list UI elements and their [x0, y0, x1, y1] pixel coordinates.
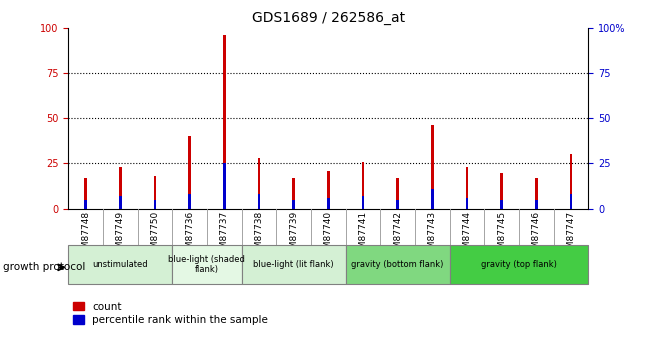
Text: GSM87739: GSM87739 — [289, 210, 298, 260]
Bar — [223, 35, 226, 209]
Bar — [431, 125, 434, 209]
Bar — [500, 172, 503, 209]
Text: GSM87737: GSM87737 — [220, 210, 229, 260]
Text: GSM87738: GSM87738 — [254, 210, 263, 260]
Legend: count, percentile rank within the sample: count, percentile rank within the sample — [73, 302, 268, 325]
Text: GSM87741: GSM87741 — [358, 210, 367, 260]
Text: gravity (bottom flank): gravity (bottom flank) — [352, 260, 444, 269]
Bar — [119, 196, 122, 209]
Bar — [257, 158, 260, 209]
Title: GDS1689 / 262586_at: GDS1689 / 262586_at — [252, 11, 405, 25]
Bar — [292, 178, 295, 209]
Bar — [292, 200, 295, 209]
Bar — [535, 178, 538, 209]
Bar — [500, 200, 503, 209]
Bar — [84, 178, 87, 209]
FancyBboxPatch shape — [242, 245, 346, 284]
Text: blue-light (shaded
flank): blue-light (shaded flank) — [168, 255, 245, 275]
Bar — [465, 198, 468, 209]
Bar — [223, 164, 226, 209]
FancyBboxPatch shape — [450, 245, 588, 284]
Text: GSM87745: GSM87745 — [497, 210, 506, 260]
Bar — [396, 200, 399, 209]
Bar — [153, 176, 156, 209]
Text: GSM87749: GSM87749 — [116, 210, 125, 260]
Bar — [257, 194, 260, 209]
Bar — [465, 167, 468, 209]
Bar — [153, 200, 156, 209]
Bar — [569, 194, 572, 209]
FancyBboxPatch shape — [346, 245, 450, 284]
Bar — [396, 178, 399, 209]
Bar — [327, 171, 330, 209]
Text: GSM87743: GSM87743 — [428, 210, 437, 260]
Text: GSM87750: GSM87750 — [150, 210, 159, 260]
Text: GSM87742: GSM87742 — [393, 210, 402, 260]
FancyBboxPatch shape — [172, 245, 242, 284]
Bar — [119, 167, 122, 209]
Bar — [327, 198, 330, 209]
Text: GSM87748: GSM87748 — [81, 210, 90, 260]
Text: GSM87744: GSM87744 — [462, 210, 471, 260]
Text: GSM87746: GSM87746 — [532, 210, 541, 260]
Text: GSM87736: GSM87736 — [185, 210, 194, 260]
Bar — [84, 200, 87, 209]
Text: gravity (top flank): gravity (top flank) — [481, 260, 557, 269]
Bar — [569, 155, 572, 209]
Text: unstimulated: unstimulated — [92, 260, 148, 269]
Bar — [361, 161, 364, 209]
Text: blue-light (lit flank): blue-light (lit flank) — [254, 260, 334, 269]
Text: GSM87747: GSM87747 — [566, 210, 575, 260]
Bar — [188, 194, 191, 209]
Bar — [188, 136, 191, 209]
Bar — [431, 189, 434, 209]
Bar — [535, 200, 538, 209]
Text: GSM87740: GSM87740 — [324, 210, 333, 260]
Bar — [361, 196, 364, 209]
Text: growth protocol: growth protocol — [3, 263, 86, 272]
FancyBboxPatch shape — [68, 245, 172, 284]
